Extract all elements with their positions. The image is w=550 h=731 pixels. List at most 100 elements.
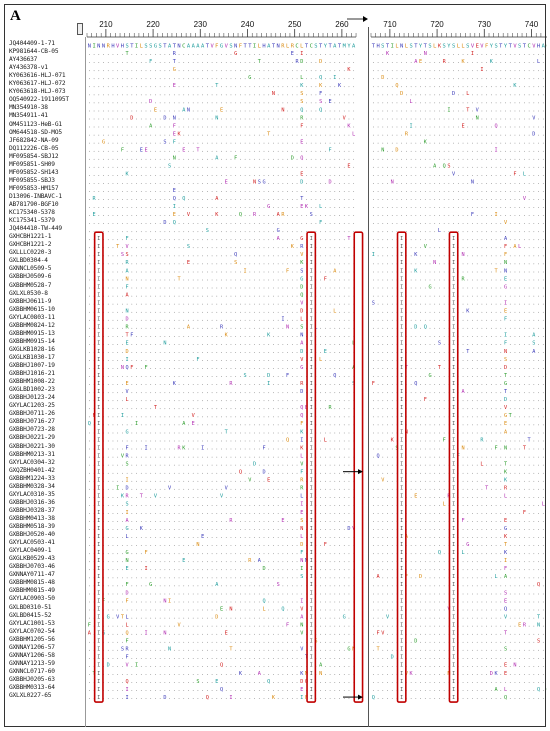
identity-dot [324,303,326,305]
identity-dot [88,311,90,313]
identity-dot [159,311,161,313]
identity-dot [221,54,222,55]
identity-dot [542,62,544,64]
identity-dot [424,223,426,225]
identity-dot [348,158,350,160]
identity-dot [434,134,436,136]
substitution-residue: D [300,284,303,290]
identity-dot [439,150,440,152]
identity-dot [183,142,185,144]
reference-residue: S [381,44,384,50]
identity-dot [334,255,336,257]
identity-dot [273,255,274,257]
identity-dot [277,279,279,281]
identity-dot [306,86,307,88]
substitution-residue: G [300,276,303,282]
identity-dot [291,319,293,321]
identity-dot [159,54,161,55]
boxed-residue: I [310,357,313,363]
identity-dot [524,231,525,233]
boxed-residue: I [452,333,455,339]
identity-dot [164,311,166,313]
identity-dot [528,54,530,55]
identity-dot [159,376,161,377]
identity-dot [122,166,123,168]
identity-dot [291,150,293,152]
identity-dot [476,384,478,386]
boxed-residue: I [400,397,403,403]
identity-dot [481,352,483,353]
identity-dot [495,102,497,104]
identity-dot [202,126,204,128]
substitution-residue: L [466,91,469,97]
identity-dot [117,392,119,394]
boxed-residue: I [310,333,313,339]
identity-dot [514,408,516,410]
identity-dot [230,86,232,88]
identity-dot [434,392,436,394]
identity-dot [514,215,516,216]
identity-dot [495,142,497,144]
identity-dot [254,311,255,313]
identity-dot [197,263,199,265]
identity-dot [225,287,227,289]
identity-dot [192,400,194,402]
identity-dot [296,239,298,241]
identity-dot [169,384,170,386]
identity-dot [273,360,274,361]
substitution-residue: K [126,172,130,178]
identity-dot [406,231,407,233]
identity-dot [206,207,208,208]
identity-dot [150,335,152,337]
identity-dot [126,223,128,225]
identity-dot [202,247,204,249]
identity-dot [126,376,128,377]
identity-dot [377,150,379,152]
identity-dot [382,368,384,369]
identity-dot [197,183,199,184]
identity-dot [173,271,175,273]
identity-dot [273,247,274,249]
substitution-residue: K [461,59,465,65]
identity-dot [93,231,95,233]
identity-dot [88,303,90,305]
identity-dot [528,207,530,208]
identity-dot [145,223,147,225]
identity-dot [117,295,119,297]
identity-dot [126,110,128,112]
identity-dot [282,78,284,80]
identity-dot [216,295,218,297]
identity-dot [538,94,539,96]
identity-dot [329,271,331,273]
identity-dot [457,70,459,72]
identity-dot [202,118,204,120]
identity-dot [514,191,516,192]
reference-residue: M [343,44,347,50]
substitution-residue: E [140,148,143,154]
identity-dot [339,215,340,216]
identity-dot [197,215,199,216]
identity-dot [410,440,412,442]
identity-dot [490,263,492,265]
identity-dot [273,110,274,112]
substitution-residue: K [300,260,304,266]
identity-dot [235,199,237,200]
identity-dot [387,432,388,434]
identity-dot [287,384,288,386]
identity-dot [122,118,123,120]
identity-dot [206,110,208,112]
identity-dot [155,86,156,88]
identity-dot [131,207,133,208]
scroll-button[interactable] [77,23,83,35]
identity-dot [329,223,331,225]
substitution-residue: D [532,131,535,137]
identity-dot [348,118,350,120]
identity-dot [420,102,421,104]
identity-dot [150,191,152,192]
identity-dot [339,231,340,233]
identity-dot [206,62,208,64]
identity-dot [377,335,379,337]
identity-dot [131,440,133,442]
identity-dot [103,78,104,80]
identity-dot [277,448,279,450]
